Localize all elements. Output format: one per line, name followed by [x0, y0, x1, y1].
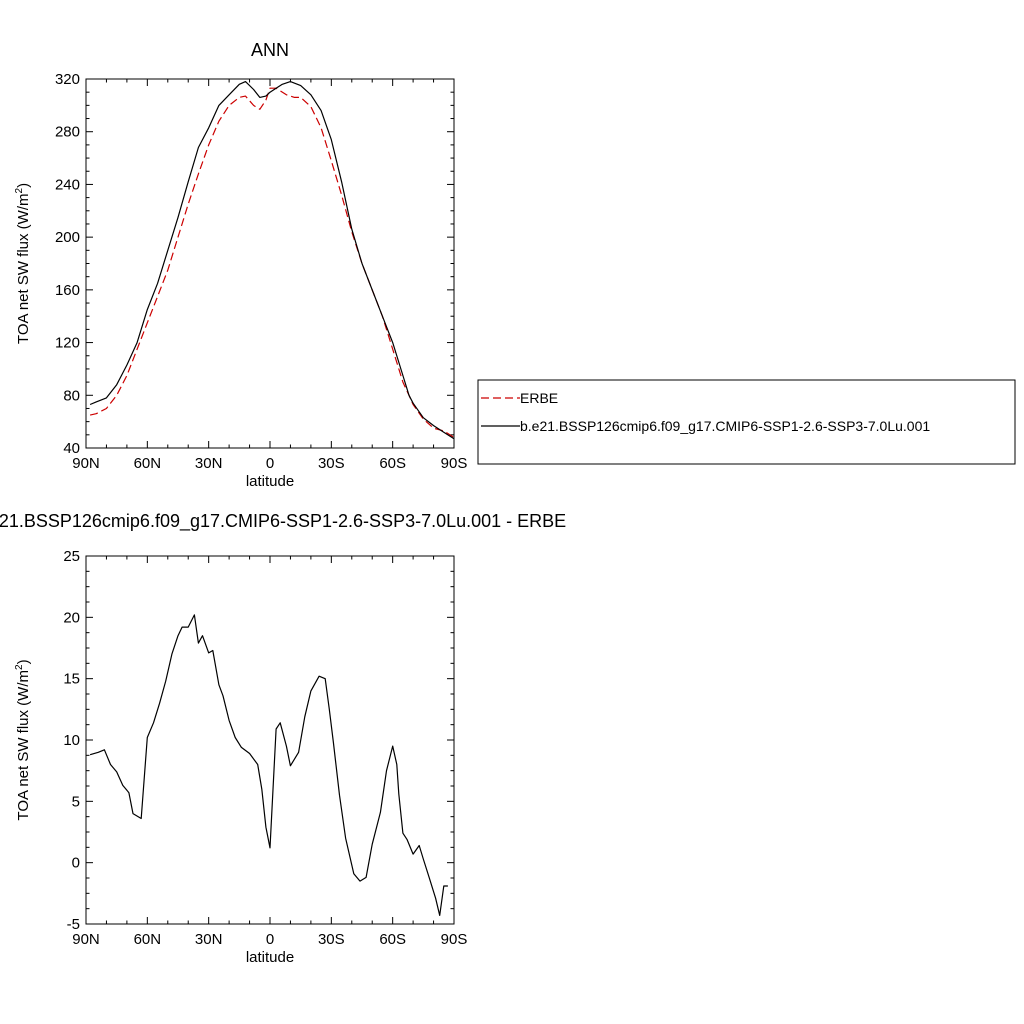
- legend: ERBE b.e21.BSSP126cmip6.f09_g17.CMIP6-SSP…: [477, 379, 1016, 465]
- y-tick-label: 120: [55, 335, 80, 352]
- y-tick-label: 15: [63, 671, 80, 688]
- plot-frame: [85, 555, 455, 925]
- x-tick-label: 90N: [72, 455, 100, 472]
- y-tick-label: -5: [67, 916, 80, 933]
- x-tick-label: 90N: [72, 931, 100, 948]
- chart-panel-2: 90N 60N 30N 0 30S 60S 90S -5 0 5 10 15 20 25 b.e21.BSS…: [0, 511, 566, 966]
- x-tick-label: 60N: [134, 455, 162, 472]
- x-tick-label: 60N: [134, 931, 162, 948]
- y-tick-label: 20: [63, 609, 80, 626]
- y-axis-label: TOA net SW flux (W/m2): [14, 659, 32, 820]
- x-tick-label: 90S: [441, 931, 468, 948]
- plot-frame: [85, 78, 455, 449]
- x-tick-label: 30S: [318, 455, 345, 472]
- y-tick-label: 240: [55, 176, 80, 193]
- x-tick-label: 30S: [318, 931, 345, 948]
- legend-label-1: ERBE: [520, 390, 558, 406]
- y-tick-label: 200: [55, 229, 80, 246]
- x-tick-label: 60S: [379, 455, 406, 472]
- y-tick-label: 10: [63, 732, 80, 749]
- x-tick-label: 60S: [379, 931, 406, 948]
- x-tick-label: 30N: [195, 455, 223, 472]
- x-tick-label: 30N: [195, 931, 223, 948]
- y-tick-label: 320: [55, 71, 80, 88]
- series-line-1: [89, 87, 455, 439]
- y-tick-label: 0: [72, 855, 80, 872]
- chart-title: ANN: [251, 40, 289, 60]
- chart-panel-1: 90N 60N 30N 0 30S 60S 90S 40 80 120 160 200 240 280 32…: [14, 40, 467, 490]
- y-tick-label: 80: [63, 387, 80, 404]
- x-axis-label: latitude: [246, 473, 294, 490]
- y-tick-label: 5: [72, 793, 80, 810]
- x-tick-label: 0: [266, 455, 274, 472]
- y-axis-label: TOA net SW flux (W/m2): [14, 183, 32, 344]
- y-tick-label: 25: [63, 548, 80, 565]
- y-tick-label: 160: [55, 282, 80, 299]
- legend-label-2: b.e21.BSSP126cmip6.f09_g17.CMIP6-SSP1-2.…: [520, 418, 930, 434]
- x-tick-label: 90S: [441, 455, 468, 472]
- y-tick-label: 40: [63, 440, 80, 457]
- legend-box: [477, 379, 1016, 465]
- chart-panels: 90N 60N 30N 0 30S 60S 90S408012016020024028032…: [0, 40, 566, 966]
- x-axis-label: latitude: [246, 949, 294, 966]
- series-line-2: [89, 81, 455, 440]
- x-tick-label: 0: [266, 931, 274, 948]
- chart-title: b.e21.BSSP126cmip6.f09_g17.CMIP6-SSP1-2.…: [0, 511, 566, 532]
- series-line-1: [89, 614, 448, 916]
- y-tick-label: 280: [55, 124, 80, 141]
